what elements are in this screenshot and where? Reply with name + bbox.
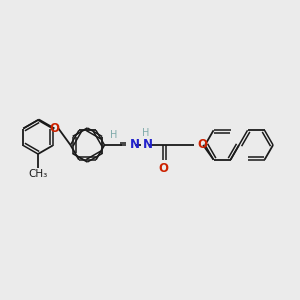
Text: CH₃: CH₃ <box>28 169 48 179</box>
Text: H: H <box>110 130 117 140</box>
Text: O: O <box>50 122 59 135</box>
Text: N: N <box>142 139 152 152</box>
Text: H: H <box>142 128 150 138</box>
Text: N: N <box>130 139 140 152</box>
Text: O: O <box>197 139 207 152</box>
Text: O: O <box>158 162 169 175</box>
